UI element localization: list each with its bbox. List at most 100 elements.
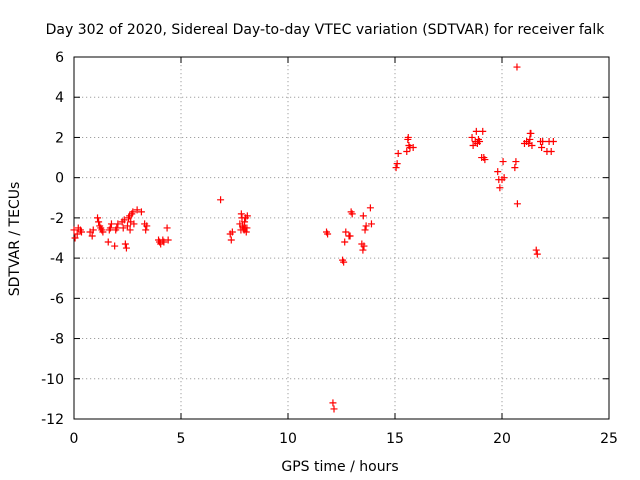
data-point <box>89 226 97 234</box>
data-point <box>122 244 130 252</box>
y-tick-label: 0 <box>55 171 64 187</box>
x-tick-label: 5 <box>177 431 186 447</box>
data-point <box>137 208 145 216</box>
data-point <box>160 238 168 246</box>
data-point <box>120 216 128 224</box>
y-tick-label: -8 <box>50 332 64 348</box>
data-point <box>95 218 103 226</box>
y-tick-label: -2 <box>50 211 64 227</box>
data-point <box>367 220 375 228</box>
data-point <box>88 232 96 240</box>
data-point <box>133 206 141 214</box>
data-point <box>129 208 137 216</box>
data-point <box>500 174 508 182</box>
data-point <box>163 224 171 232</box>
data-point <box>532 246 540 254</box>
data-point <box>494 168 502 176</box>
grid-lines <box>74 57 609 419</box>
data-point <box>241 218 249 226</box>
data-point <box>361 226 369 234</box>
data-point <box>119 224 127 232</box>
data-point <box>94 214 102 222</box>
y-tick-labels: -12 -10 -8 -6 -4 -2 0 2 4 6 <box>41 50 64 428</box>
data-point <box>496 184 504 192</box>
x-tick-label: 10 <box>279 431 297 447</box>
data-point <box>533 250 541 258</box>
data-point <box>392 164 400 172</box>
data-point <box>340 258 348 266</box>
y-tick-label: -10 <box>41 372 64 388</box>
y-axis-label: SDTVAR / TECUs <box>7 182 23 297</box>
data-point <box>360 242 368 250</box>
data-point <box>142 226 150 234</box>
y-tick-label: -6 <box>50 291 64 307</box>
y-tick-label: 2 <box>55 130 64 146</box>
data-point <box>104 238 112 246</box>
data-point <box>513 63 521 71</box>
data-point <box>164 236 172 244</box>
data-point <box>330 405 338 413</box>
data-point <box>481 156 489 164</box>
data-point <box>130 220 138 228</box>
data-point <box>107 220 115 228</box>
x-axis-label: GPS time / hours <box>281 459 398 475</box>
data-point <box>403 148 411 156</box>
y-tick-label: 6 <box>55 50 64 66</box>
data-point <box>237 210 245 218</box>
data-point <box>243 224 251 232</box>
data-point <box>512 158 520 166</box>
data-point <box>469 141 477 149</box>
data-point <box>468 133 476 141</box>
data-point <box>227 236 235 244</box>
data-point <box>393 160 401 168</box>
data-point <box>329 399 337 407</box>
x-tick-label: 25 <box>600 431 618 447</box>
data-point <box>113 224 121 232</box>
data-point <box>527 129 535 137</box>
x-tick-label: 20 <box>493 431 511 447</box>
x-tick-label: 15 <box>386 431 404 447</box>
data-point <box>476 137 484 145</box>
data-point <box>359 212 367 220</box>
data-point <box>348 210 356 218</box>
data-point <box>528 141 536 149</box>
y-tick-label: -12 <box>41 412 64 428</box>
data-point <box>549 137 557 145</box>
data-point <box>143 222 151 230</box>
y-tick-label: -4 <box>50 251 64 267</box>
data-point <box>228 228 236 236</box>
data-point <box>472 127 480 135</box>
data-point <box>539 137 547 145</box>
data-point <box>359 246 367 254</box>
data-point <box>111 242 119 250</box>
data-point <box>121 240 129 248</box>
data-point <box>547 148 555 156</box>
x-tick-labels: 0 5 10 15 20 25 <box>70 431 618 447</box>
y-tick-label: 4 <box>55 90 64 106</box>
data-points <box>70 63 557 413</box>
data-point <box>243 212 251 220</box>
data-point <box>70 226 78 234</box>
data-point <box>479 127 487 135</box>
data-point <box>106 224 114 232</box>
data-point <box>126 226 134 234</box>
data-point <box>217 196 225 204</box>
data-point <box>73 230 81 238</box>
data-point <box>99 228 107 236</box>
data-point <box>71 234 79 242</box>
data-point <box>114 220 122 228</box>
data-point <box>394 150 402 158</box>
data-point <box>511 164 519 172</box>
data-point <box>538 144 546 151</box>
x-tick-label: 0 <box>70 431 79 447</box>
chart-title: Day 302 of 2020, Sidereal Day-to-day VTE… <box>46 22 606 38</box>
data-point <box>404 133 412 141</box>
data-point <box>409 144 417 151</box>
data-point <box>499 158 507 166</box>
data-point <box>513 200 521 208</box>
data-point <box>324 230 332 238</box>
data-point <box>124 222 131 230</box>
data-point <box>366 204 374 212</box>
